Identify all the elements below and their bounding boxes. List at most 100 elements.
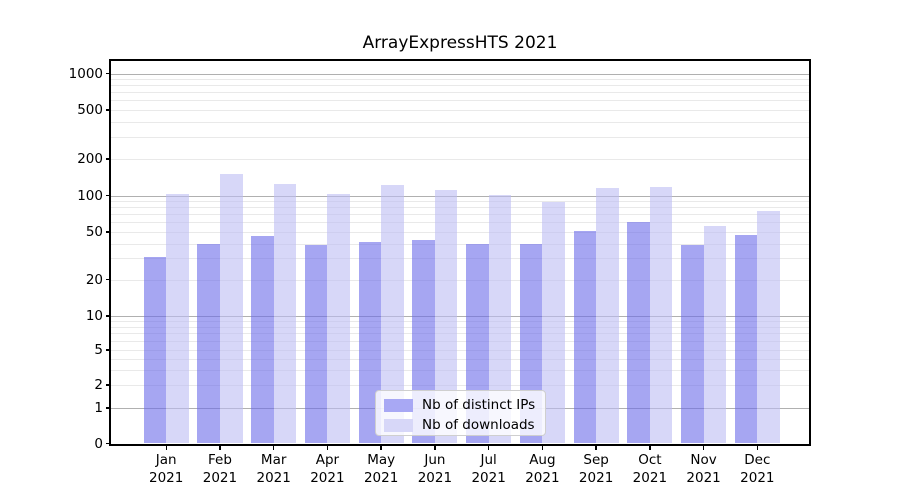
legend-row-distinct-ips: Nb of distinct IPs <box>384 397 537 414</box>
x-label-year: 2021 <box>256 469 291 486</box>
gridline-minor-4 <box>111 358 809 360</box>
gridline-minor-8 <box>111 326 809 328</box>
gridline-minor-800 <box>111 85 809 87</box>
bar-downloads-mar <box>273 184 297 444</box>
gridline-minor-20 <box>111 279 809 281</box>
x-label-year: 2021 <box>578 469 614 486</box>
x-tick-label-nov: Nov 2021 <box>672 452 736 487</box>
x-label-year: 2021 <box>740 469 775 486</box>
x-tick-label-sep: Sep 2021 <box>564 452 628 487</box>
bar-downloads-may <box>381 184 404 444</box>
x-tick-label-apr: Apr 2021 <box>295 452 359 487</box>
x-tick-label-mar: Mar 2021 <box>242 452 306 487</box>
bar-downloads-jun <box>434 190 458 444</box>
gridline-minor-600 <box>111 100 809 102</box>
x-label-year: 2021 <box>417 469 453 486</box>
bar-downloads-jul <box>488 194 512 444</box>
y-tick-label-500: 500 <box>77 102 103 118</box>
gridline-minor-40 <box>111 243 809 245</box>
gridline-major-1000 <box>111 73 809 75</box>
y-tick-label-10: 10 <box>85 308 103 324</box>
bar-layer <box>111 61 809 444</box>
grid-layer <box>111 61 809 444</box>
gridline-minor-400 <box>111 121 809 123</box>
x-label-year: 2021 <box>149 469 184 486</box>
y-tick-label-200: 200 <box>77 151 103 167</box>
x-label-month: Oct <box>638 452 662 468</box>
gridline-minor-6 <box>111 341 809 343</box>
y-tick-label-20: 20 <box>85 271 103 288</box>
bar-distinct-ips-mar <box>251 236 274 444</box>
x-tick-label-aug: Aug 2021 <box>510 452 574 487</box>
x-label-year: 2021 <box>202 469 238 486</box>
bar-downloads-feb <box>219 174 243 444</box>
gridline-minor-90 <box>111 201 809 203</box>
gridline-minor-60 <box>111 222 809 224</box>
gridline-minor-700 <box>111 92 809 94</box>
bar-downloads-nov <box>703 226 727 444</box>
bar-distinct-ips-nov <box>681 244 704 444</box>
x-label-year: 2021 <box>525 469 560 486</box>
x-tick-dec <box>756 445 759 450</box>
x-tick-label-jan: Jan 2021 <box>134 452 198 487</box>
x-tick-label-dec: Dec 2021 <box>725 452 789 487</box>
gridline-minor-500 <box>111 110 809 111</box>
bar-distinct-ips-feb <box>197 243 220 444</box>
legend-label-downloads: Nb of downloads <box>422 417 535 433</box>
x-tick-aug <box>541 445 544 450</box>
y-tick-label-2: 2 <box>94 377 103 393</box>
bar-distinct-ips-dec <box>734 235 758 444</box>
gridline-minor-7 <box>111 333 809 335</box>
legend: Nb of distinct IPs Nb of downloads <box>375 390 546 436</box>
x-tick-oct <box>649 445 651 450</box>
gridline-minor-2 <box>111 385 809 386</box>
x-tick-apr <box>326 445 329 450</box>
bar-distinct-ips-jan <box>143 256 167 444</box>
x-label-month: May <box>367 452 396 468</box>
x-tick-label-jun: Jun 2021 <box>403 452 467 487</box>
legend-label-distinct-ips: Nb of distinct IPs <box>422 397 536 413</box>
x-label-year: 2021 <box>632 469 668 486</box>
gridline-minor-9 <box>111 321 809 323</box>
x-tick-label-feb: Feb 2021 <box>188 452 252 487</box>
x-label-year: 2021 <box>686 469 721 486</box>
bar-downloads-sep <box>596 188 619 444</box>
gridline-minor-900 <box>111 79 809 81</box>
x-label-month: Jan <box>155 452 177 468</box>
x-tick-jan <box>165 445 167 450</box>
bar-distinct-ips-oct <box>627 222 650 444</box>
x-tick-label-jul: Jul 2021 <box>457 452 521 487</box>
x-tick-may <box>380 445 382 450</box>
x-tick-mar <box>272 445 275 450</box>
bar-downloads-oct <box>649 186 673 444</box>
y-tick-label-100: 100 <box>77 187 103 204</box>
bar-distinct-ips-apr <box>304 244 328 444</box>
y-tick-label-0: 0 <box>94 435 103 452</box>
gridline-minor-70 <box>111 214 809 216</box>
plot-area-border <box>109 59 811 446</box>
gridline-minor-30 <box>111 258 809 260</box>
legend-swatch-distinct-ips <box>384 399 413 412</box>
bar-downloads-aug <box>542 201 565 444</box>
x-tick-sep <box>595 445 597 450</box>
gridline-minor-50 <box>111 232 809 233</box>
x-tick-jul <box>487 445 490 450</box>
gridline-major-100 <box>111 195 809 197</box>
x-label-year: 2021 <box>363 469 399 486</box>
gridline-minor-5 <box>111 350 809 351</box>
gridline-minor-3 <box>111 369 809 371</box>
x-tick-label-oct: Oct 2021 <box>618 452 682 487</box>
x-label-month: Nov <box>690 452 717 468</box>
legend-swatch-downloads <box>384 419 413 432</box>
chart-title: ArrayExpressHTS 2021 <box>362 33 558 53</box>
x-tick-label-may: May 2021 <box>349 452 413 487</box>
x-label-month: Apr <box>315 452 340 468</box>
x-label-year: 2021 <box>310 469 345 486</box>
gridline-minor-200 <box>111 159 809 160</box>
x-tick-jun <box>434 445 436 450</box>
bar-downloads-jan <box>166 194 189 444</box>
x-label-month: Jul <box>480 452 497 468</box>
y-tick-label-5: 5 <box>94 342 103 358</box>
bar-downloads-apr <box>327 193 350 444</box>
